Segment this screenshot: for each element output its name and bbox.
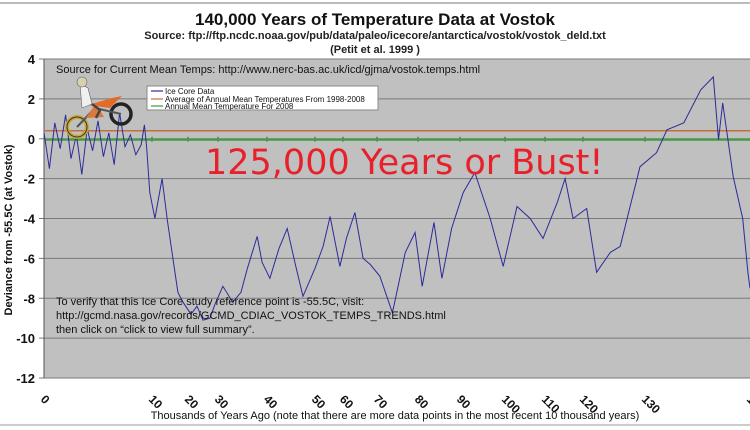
x-tick-label: 20 [182,392,202,412]
x-tick-label: 140 [744,392,750,416]
x-tick-label: 30 [212,392,232,412]
bottom-border [0,424,750,426]
y-tick-label: 0 [28,132,35,147]
y-tick-label: -12 [16,371,35,386]
legend-box [146,85,379,111]
x-tick-label: 70 [371,392,391,412]
y-tick-label: -8 [23,291,35,306]
chart-subtitle: Source: ftp://ftp.ncdc.noaa.gov/pub/data… [144,30,606,42]
y-tick-label: -2 [23,172,35,187]
x-tick-label: 10 [146,392,166,412]
legend: Ice Core Data Average of Annual Mean Tem… [146,85,379,111]
legend-label-average: Average of Annual Mean Temperatures From… [165,95,365,104]
y-tick-label: -10 [16,331,35,346]
x-axis-label: Thousands of Years Ago (note that there … [151,410,640,422]
y-tick-label: -4 [23,212,35,227]
chart-subtitle-citation: (Petit et al. 1999 ) [330,44,420,56]
y-tick-label: -6 [23,251,35,266]
x-tick-label: 0 [38,392,53,407]
x-tick-label: 50 [309,392,329,412]
x-tick-label: 40 [261,392,281,412]
verify-note-url: http://gcmd.nasa.gov/records/GCMD_CDIAC_… [56,310,446,322]
x-tick-label: 130 [639,392,663,416]
verify-note-line3: then click on “click to view full summar… [56,324,255,336]
y-axis-ticks: 4 2 0 -2 -4 -6 -8 -10 -12 [16,52,36,386]
current-temps-source-note: Source for Current Mean Temps: http://ww… [56,64,480,76]
headline-annotation: 125,000 Years or Bust! [205,143,603,183]
y-axis-label: Deviance from -55.5C (at Vostok) [3,144,15,315]
top-border [0,2,750,4]
legend-label-2008: Annual Mean Temperature For 2008 [165,102,294,111]
chart-title: 140,000 Years of Temperature Data at Vos… [194,10,555,29]
ice-core-data-line [43,75,750,321]
x-tick-label: 90 [454,392,474,412]
y-tick-label: 2 [28,92,35,107]
legend-label-ice-core: Ice Core Data [165,87,215,96]
x-tick-label: 60 [337,392,357,412]
motocross-rider-image [65,76,133,139]
x-tick-label: 80 [412,392,432,412]
y-tick-label: 4 [28,52,36,67]
verify-note-line1: To verify that this Ice Core study refer… [56,296,364,308]
